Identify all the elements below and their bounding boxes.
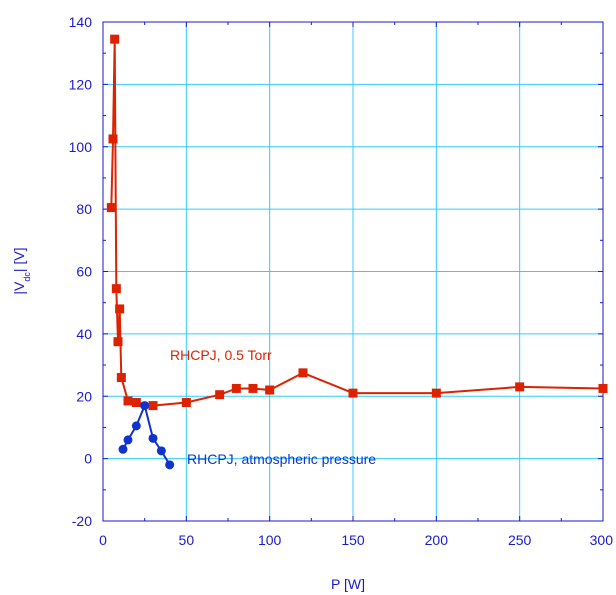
data-point-square <box>348 388 358 398</box>
data-point-square <box>431 388 441 398</box>
tick-labels: -20 0 20 40 60 80 100 120 140 0 50 100 150 200 250 300 <box>69 14 614 548</box>
svg-text:|Vdc| [V]: |Vdc| [V] <box>11 247 32 294</box>
y-tick-label: 140 <box>69 14 93 30</box>
data-point-circle <box>123 435 133 445</box>
y-axis-label-main: |V <box>11 281 27 295</box>
data-point-square <box>298 368 308 378</box>
x-tick-label: 300 <box>590 532 614 548</box>
y-tick-label: 20 <box>76 388 92 404</box>
y-tick-label: 80 <box>76 201 92 217</box>
data-point-square <box>148 401 158 411</box>
data-point-square <box>115 304 125 314</box>
data-point-square <box>598 383 608 393</box>
data-point-circle <box>118 444 128 454</box>
data-point-square <box>181 397 191 407</box>
x-tick-label: 150 <box>341 532 365 548</box>
series-label-atm: RHCPJ, atmospheric pressure <box>187 451 376 467</box>
x-tick-label: 50 <box>179 532 195 548</box>
axis-ticks <box>102 21 604 522</box>
data-point-square <box>106 203 116 213</box>
y-tick-label: 60 <box>76 264 92 280</box>
x-tick-label: 250 <box>508 532 532 548</box>
grid <box>103 22 603 521</box>
y-axis-label-sub: dc <box>22 272 32 282</box>
y-axis-label: |Vdc| [V] <box>11 247 32 294</box>
y-tick-label: 100 <box>69 139 93 155</box>
y-tick-label: 0 <box>84 451 92 467</box>
data-point-square <box>110 34 120 44</box>
data-point-square <box>108 134 118 144</box>
data-point-square <box>515 382 525 392</box>
data-point-circle <box>140 401 150 411</box>
y-axis-label-end: | [V] <box>11 247 27 272</box>
data-point-square <box>248 383 258 393</box>
y-tick-label: 120 <box>69 76 93 92</box>
y-tick-label: 40 <box>76 326 92 342</box>
data-point-square <box>265 385 275 395</box>
data-point-circle <box>165 460 175 470</box>
data-point-square <box>113 337 123 347</box>
data-point-square <box>231 383 241 393</box>
data-point-circle <box>131 421 141 431</box>
series-line-0 <box>110 38 604 407</box>
data-point-square <box>131 397 141 407</box>
data-point-square <box>116 373 126 383</box>
series-markers <box>106 34 608 470</box>
data-point-square <box>111 284 121 294</box>
data-point-square <box>123 396 133 406</box>
x-axis-label: P [W] <box>331 576 365 592</box>
series-label-torr: RHCPJ, 0.5 Torr <box>170 347 272 363</box>
x-tick-label: 200 <box>425 532 449 548</box>
data-point-circle <box>148 433 158 443</box>
data-point-square <box>215 390 225 400</box>
y-tick-label: -20 <box>72 513 92 529</box>
x-tick-label: 100 <box>258 532 282 548</box>
data-point-circle <box>156 446 166 456</box>
series-line-1 <box>122 404 171 466</box>
x-tick-label: 0 <box>99 532 107 548</box>
